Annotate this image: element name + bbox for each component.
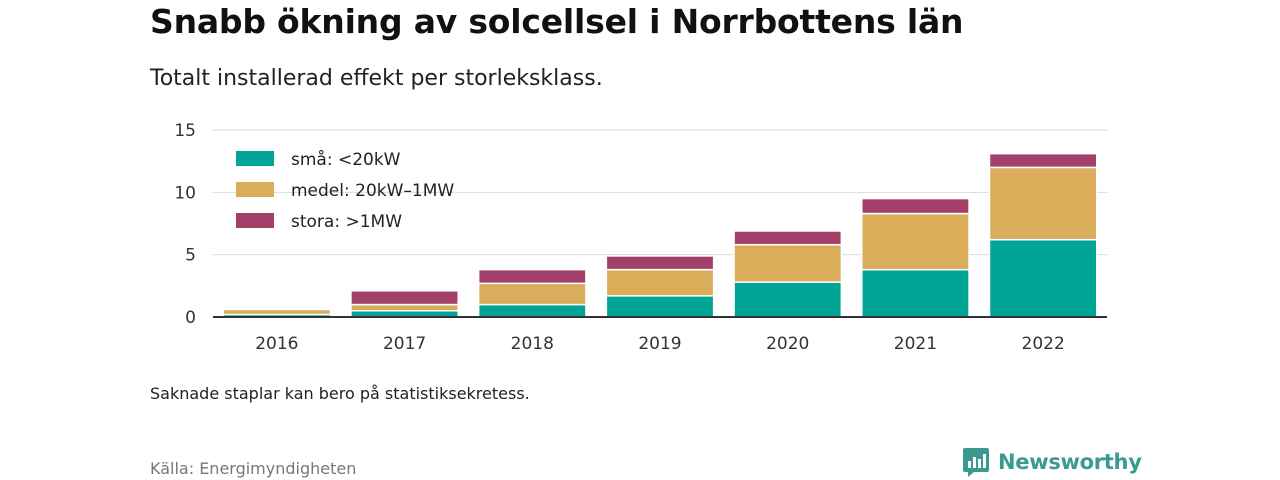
bar-segment bbox=[988, 238, 1098, 318]
x-tick-label: 2020 bbox=[766, 334, 809, 354]
chart-subtitle: Totalt installerad effekt per storlekskl… bbox=[150, 66, 603, 91]
bar-segment bbox=[477, 268, 587, 285]
source-label: Källa: Energimyndigheten bbox=[150, 459, 357, 478]
bar-segment bbox=[861, 212, 970, 271]
x-tick-label: 2022 bbox=[1022, 334, 1065, 354]
y-tick-label: 0 bbox=[185, 308, 196, 328]
x-tick-label: 2017 bbox=[383, 334, 426, 354]
bar-segment bbox=[733, 243, 843, 283]
newsworthy-logo-icon bbox=[963, 448, 989, 477]
legend-label: stora: >1MW bbox=[291, 212, 402, 232]
legend-swatch bbox=[236, 213, 274, 228]
brand-name: Newsworthy bbox=[998, 450, 1142, 474]
footnote: Saknade staplar kan bero på statistiksek… bbox=[150, 384, 530, 403]
legend-swatch bbox=[236, 182, 274, 197]
chart-title: Snabb ökning av solcellsel i Norrbottens… bbox=[150, 2, 964, 41]
bar-segment bbox=[733, 230, 843, 246]
bar-segment bbox=[861, 197, 970, 215]
x-tick-label: 2021 bbox=[894, 334, 937, 354]
bar-segment bbox=[988, 152, 1098, 169]
x-tick-label: 2018 bbox=[511, 334, 554, 354]
legend-swatch bbox=[236, 151, 274, 166]
brand-logo[interactable]: Newsworthy bbox=[962, 446, 1142, 478]
bar-segment bbox=[477, 282, 587, 306]
bar-segment bbox=[988, 166, 1098, 241]
x-axis-ticks: 2016 2017 2018 2019 2020 2021 2022 bbox=[255, 334, 1065, 354]
legend: små: <20kW medel: 20kW–1MW stora: >1MW bbox=[236, 149, 454, 232]
y-tick-label: 5 bbox=[185, 246, 196, 266]
bars bbox=[222, 152, 1098, 318]
bar-segment bbox=[350, 290, 459, 306]
bar-segment bbox=[222, 308, 332, 316]
legend-label: medel: 20kW–1MW bbox=[291, 181, 454, 201]
x-tick-label: 2016 bbox=[255, 334, 298, 354]
bar-segment bbox=[605, 255, 715, 271]
bar-segment bbox=[733, 281, 843, 318]
y-tick-label: 15 bbox=[174, 121, 196, 141]
y-axis-ticks: 0 5 10 15 bbox=[174, 121, 196, 328]
bar-segment bbox=[477, 303, 587, 318]
bar-segment bbox=[605, 268, 715, 297]
stacked-bar-chart: 0 5 10 15 2016 2017 2018 2019 2020 2021 2022 små:… bbox=[174, 121, 1107, 354]
bar-segment bbox=[861, 268, 970, 318]
bar-segment bbox=[605, 295, 715, 318]
legend-label: små: <20kW bbox=[291, 149, 401, 170]
x-tick-label: 2019 bbox=[638, 334, 681, 354]
bar-segment bbox=[350, 303, 459, 312]
y-tick-label: 10 bbox=[174, 183, 196, 203]
